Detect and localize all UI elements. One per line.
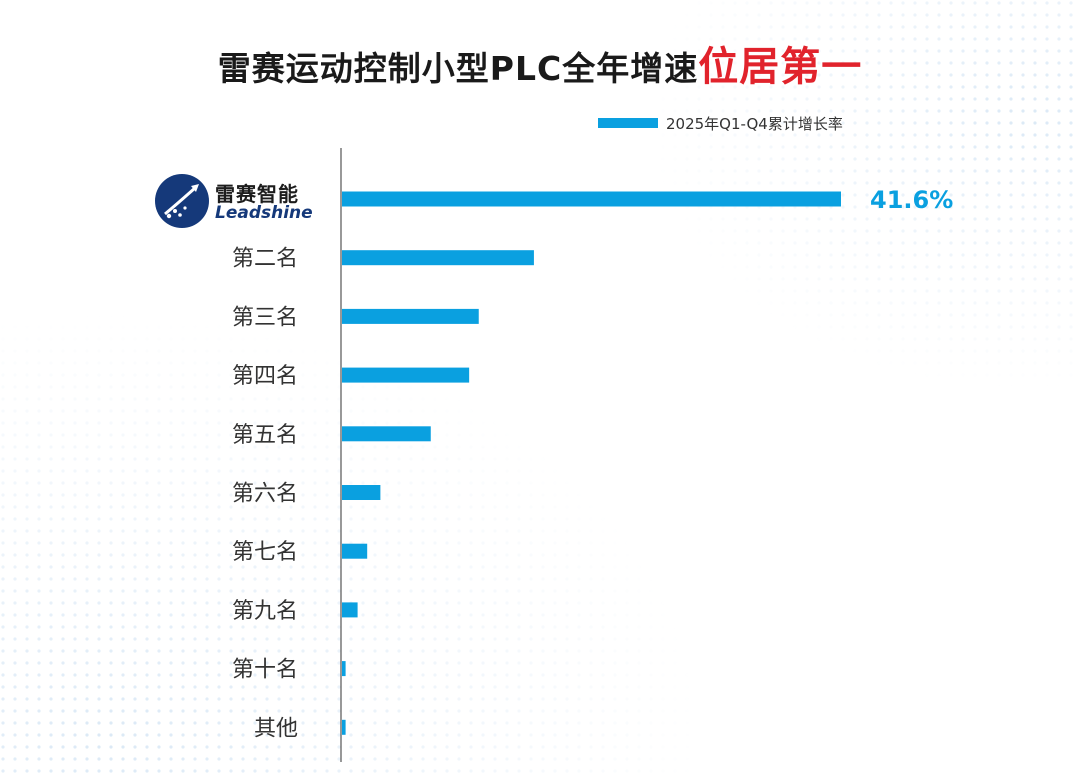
bar-3	[342, 367, 470, 383]
legend-swatch	[598, 118, 658, 128]
bar-5	[342, 485, 381, 500]
bar-9	[342, 719, 346, 735]
bar-2	[342, 308, 479, 324]
leadshine-logo: 雷赛智能 Leadshine	[155, 172, 313, 230]
bar-8	[342, 661, 346, 677]
logo-english-name: Leadshine	[215, 203, 313, 223]
data-label-0: 41.6%	[870, 186, 953, 214]
category-label-3: 第四名	[232, 364, 298, 389]
bar-4	[342, 426, 431, 442]
category-label-6: 第七名	[232, 540, 298, 565]
category-label-9: 其他	[254, 716, 298, 741]
category-label-5: 第六名	[232, 482, 298, 507]
bar-6	[342, 543, 368, 559]
category-label-7: 第九名	[232, 599, 298, 624]
bar-1	[342, 250, 534, 266]
title-highlight: 位居第一	[698, 44, 863, 90]
category-label-4: 第五名	[232, 423, 298, 448]
title-main: 雷赛运动控制小型PLC全年增速	[217, 49, 699, 88]
category-label-1: 第二名	[232, 247, 298, 272]
category-label-2: 第三名	[232, 305, 298, 330]
bar-7	[342, 602, 358, 618]
leadshine-logo-icon	[155, 174, 209, 228]
logo-chinese-name: 雷赛智能	[215, 182, 299, 206]
legend: 2025年Q1-Q4累计增长率	[598, 111, 843, 135]
chart-title: 雷赛运动控制小型PLC全年增速位居第一	[0, 34, 1080, 92]
legend-label: 2025年Q1-Q4累计增长率	[666, 114, 843, 133]
category-label-8: 第十名	[232, 658, 298, 683]
bar-0	[342, 191, 841, 207]
